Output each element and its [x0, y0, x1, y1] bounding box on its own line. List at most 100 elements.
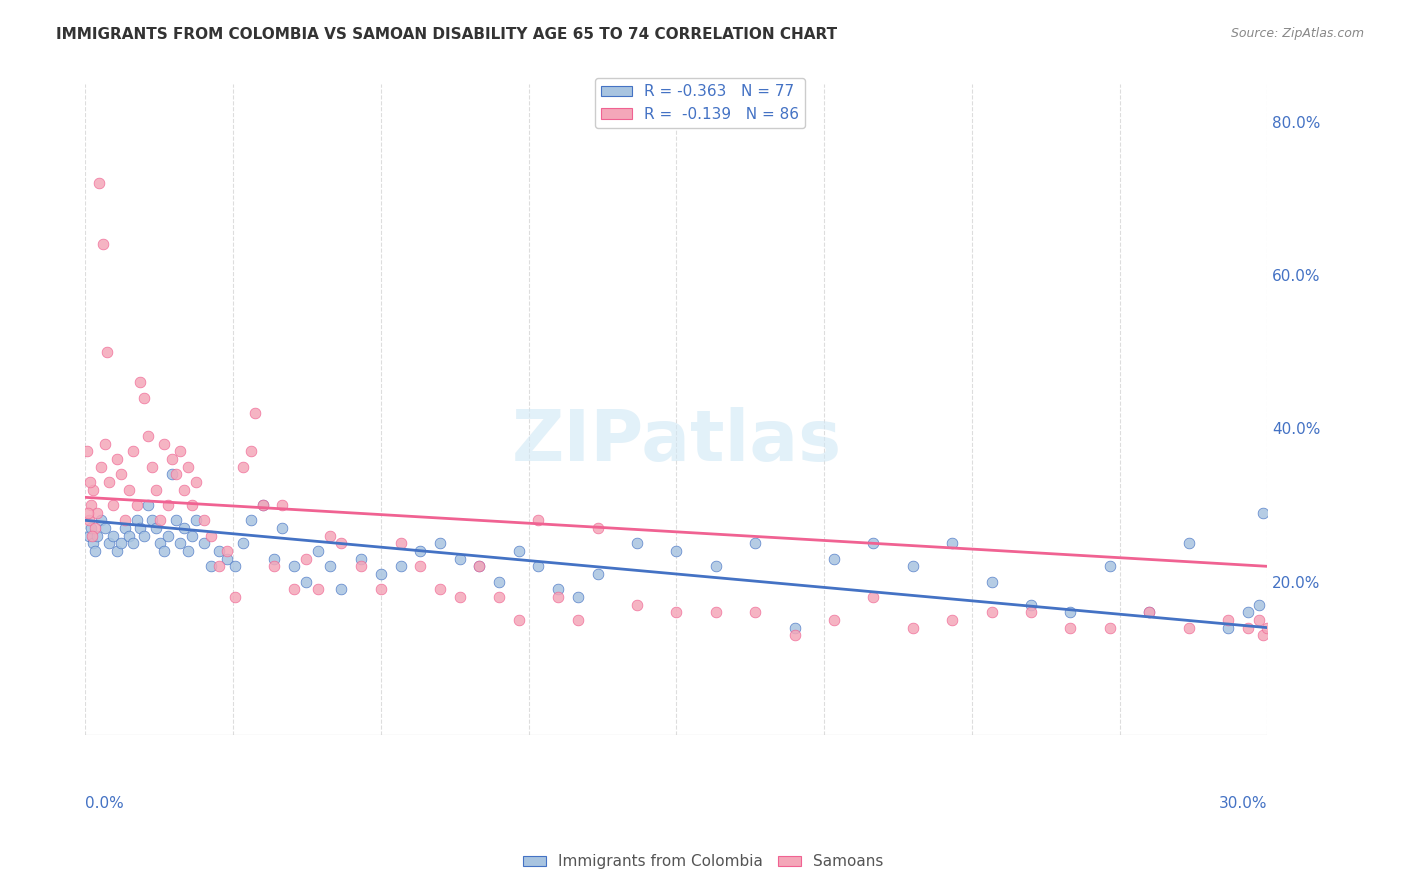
Point — [79, 475, 101, 489]
Point — [173, 521, 195, 535]
Point — [823, 551, 845, 566]
Point — [105, 544, 128, 558]
Point — [138, 498, 160, 512]
Point — [200, 559, 222, 574]
Point — [141, 513, 163, 527]
Point — [134, 391, 156, 405]
Point — [141, 459, 163, 474]
Point — [173, 483, 195, 497]
Point — [1253, 506, 1275, 520]
Text: Source: ZipAtlas.com: Source: ZipAtlas.com — [1230, 27, 1364, 40]
Point — [177, 544, 200, 558]
Point — [1216, 621, 1239, 635]
Point — [239, 444, 262, 458]
Point — [200, 529, 222, 543]
Point — [97, 536, 120, 550]
Point — [586, 521, 609, 535]
Point — [1137, 605, 1160, 619]
Point — [84, 544, 107, 558]
Point — [409, 559, 432, 574]
Point — [862, 536, 884, 550]
Point — [177, 459, 200, 474]
Point — [1137, 605, 1160, 619]
Point — [110, 467, 132, 482]
Text: 30.0%: 30.0% — [1219, 797, 1267, 811]
Point — [149, 513, 172, 527]
Point — [1253, 628, 1275, 642]
Point — [704, 605, 727, 619]
Point — [318, 559, 340, 574]
Point — [193, 513, 215, 527]
Point — [86, 506, 108, 520]
Text: IMMIGRANTS FROM COLOMBIA VS SAMOAN DISABILITY AGE 65 TO 74 CORRELATION CHART: IMMIGRANTS FROM COLOMBIA VS SAMOAN DISAB… — [56, 27, 838, 42]
Point — [96, 344, 118, 359]
Point — [114, 521, 136, 535]
Point — [527, 559, 550, 574]
Point — [125, 498, 148, 512]
Point — [330, 536, 353, 550]
Point — [114, 513, 136, 527]
Point — [224, 590, 246, 604]
Point — [449, 590, 471, 604]
Point — [1019, 598, 1042, 612]
Point — [1249, 613, 1271, 627]
Point — [508, 613, 530, 627]
Point — [783, 621, 806, 635]
Point — [165, 467, 187, 482]
Point — [283, 582, 305, 597]
Point — [77, 529, 100, 543]
Point — [941, 613, 963, 627]
Point — [744, 605, 766, 619]
Point — [1236, 621, 1258, 635]
Point — [252, 498, 274, 512]
Point — [153, 544, 176, 558]
Point — [901, 559, 924, 574]
Point — [263, 551, 285, 566]
Point — [1256, 621, 1278, 635]
Point — [193, 536, 215, 550]
Point — [90, 459, 112, 474]
Point — [1236, 605, 1258, 619]
Point — [704, 559, 727, 574]
Point — [169, 444, 191, 458]
Point — [389, 559, 412, 574]
Legend: R = -0.363   N = 77, R =  -0.139   N = 86: R = -0.363 N = 77, R = -0.139 N = 86 — [595, 78, 806, 128]
Point — [468, 559, 491, 574]
Point — [429, 536, 451, 550]
Point — [744, 536, 766, 550]
Point — [76, 444, 98, 458]
Point — [1098, 621, 1121, 635]
Point — [626, 536, 648, 550]
Point — [91, 237, 114, 252]
Point — [80, 521, 103, 535]
Point — [567, 613, 589, 627]
Point — [862, 590, 884, 604]
Point — [90, 513, 112, 527]
Point — [626, 598, 648, 612]
Point — [121, 444, 143, 458]
Point — [117, 529, 139, 543]
Point — [468, 559, 491, 574]
Legend: Immigrants from Colombia, Samoans: Immigrants from Colombia, Samoans — [516, 848, 890, 875]
Point — [239, 513, 262, 527]
Point — [409, 544, 432, 558]
Text: ZIPatlas: ZIPatlas — [512, 408, 841, 476]
Point — [665, 605, 688, 619]
Point — [208, 559, 231, 574]
Point — [901, 621, 924, 635]
Point — [217, 551, 239, 566]
Point — [80, 498, 103, 512]
Point — [307, 582, 329, 597]
Point — [295, 551, 318, 566]
Point — [117, 483, 139, 497]
Point — [94, 436, 117, 450]
Point — [82, 529, 104, 543]
Point — [82, 536, 104, 550]
Point — [110, 536, 132, 550]
Point — [101, 498, 124, 512]
Point — [138, 429, 160, 443]
Point — [271, 498, 294, 512]
Text: 0.0%: 0.0% — [86, 797, 124, 811]
Point — [129, 521, 152, 535]
Point — [134, 529, 156, 543]
